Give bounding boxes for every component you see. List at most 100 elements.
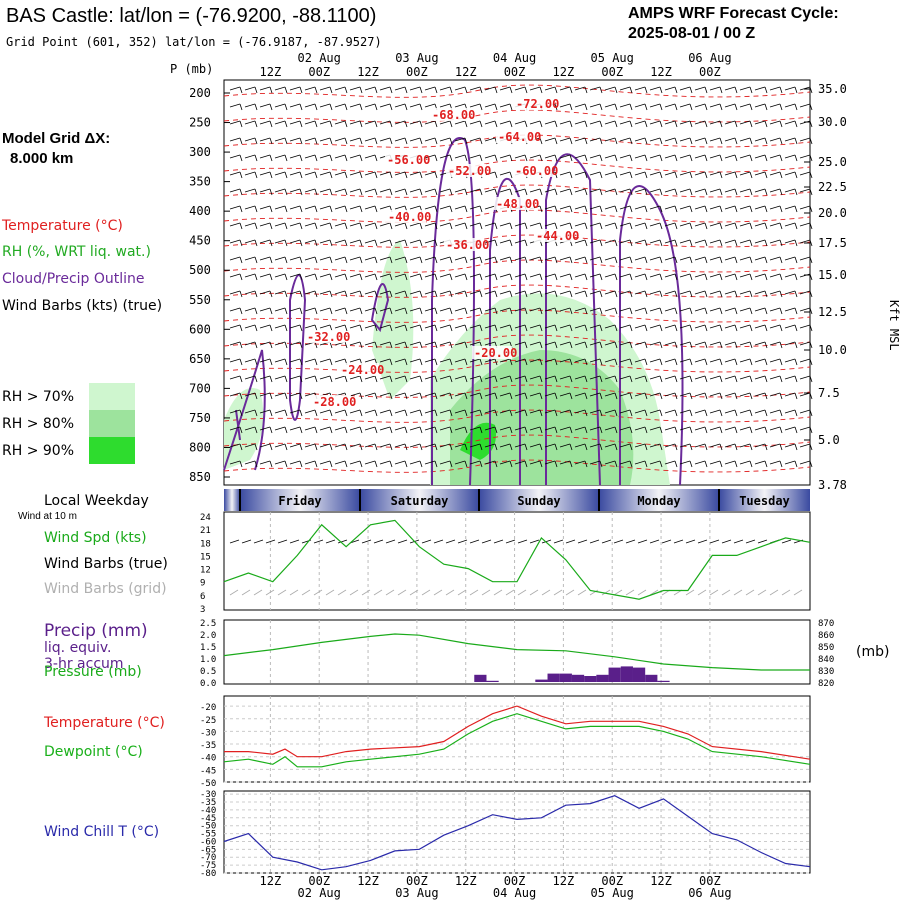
wind-barb (574, 171, 588, 179)
wind-barb-grid (277, 589, 287, 596)
wind-barb (274, 273, 288, 281)
wind-barb (619, 171, 633, 179)
wind-barb (349, 443, 363, 451)
wind-barb (739, 239, 753, 247)
wind-barb (289, 205, 303, 213)
wind-barb (394, 256, 408, 264)
wind-barb (514, 222, 528, 230)
wind-barb (499, 171, 513, 179)
wind-barb (289, 222, 303, 230)
wind-barb-true (529, 539, 540, 544)
wind-barb (574, 460, 588, 468)
wind-barb (454, 358, 468, 366)
wind-barb (739, 171, 753, 179)
wind-barb-true (745, 539, 756, 544)
wind-barb (574, 103, 588, 111)
wind-barb (679, 239, 693, 247)
wind-barb-true (265, 539, 276, 544)
wind-barb (304, 426, 318, 434)
wind-barb (664, 307, 678, 315)
wind-barb (634, 222, 648, 230)
wind-barb (364, 460, 378, 468)
wind-barb (319, 307, 333, 315)
wind-barb (544, 205, 558, 213)
wind-barb (574, 426, 588, 434)
windchill-y-tick: -55 (200, 830, 216, 840)
wind-barb (349, 154, 363, 162)
wind-barb (229, 426, 243, 434)
wind-barb-true (469, 539, 480, 544)
wind-barb (574, 239, 588, 247)
wind-barb (574, 324, 588, 332)
wind-barb (649, 409, 663, 417)
wind-barb (274, 341, 288, 349)
wind-barb (484, 443, 498, 451)
wind-barb (604, 137, 618, 145)
wind-barb (334, 256, 348, 264)
wind-barb (364, 137, 378, 145)
wind-barb (574, 273, 588, 281)
wind-barb (394, 239, 408, 247)
isotherm-label-bg (514, 97, 554, 110)
pressure-y-tick: 820 (818, 679, 834, 689)
height-tick: 15.0 (818, 268, 847, 282)
wind-barb (634, 307, 648, 315)
wind-barb (754, 375, 768, 383)
legend-rh: RH (%, WRT liq. wat.) (2, 244, 151, 260)
wind-barb (664, 188, 678, 196)
wind-barb (259, 103, 273, 111)
wind-barb (694, 103, 708, 111)
wind-barb (469, 392, 483, 400)
wind-barb (439, 256, 453, 264)
pressure-tick: 800 (189, 440, 211, 454)
wind-barb (679, 426, 693, 434)
wind-barb (454, 409, 468, 417)
wind-barb (409, 86, 423, 94)
windchill-y-tick: -50 (200, 822, 216, 832)
wind-barb (409, 239, 423, 247)
wind-barb-grid (325, 589, 335, 596)
wind-barb (499, 443, 513, 451)
wind-barb (319, 188, 333, 196)
wind-barb (649, 188, 663, 196)
wind-barb (724, 222, 738, 230)
wind-barb (724, 443, 738, 451)
wind-barb-true (397, 539, 408, 544)
wind-barb (604, 154, 618, 162)
isotherm-label: -72.00 (516, 97, 559, 111)
wind-barb (739, 290, 753, 298)
wind-barb (709, 256, 723, 264)
windchill-legend: Wind Chill T (°C) (44, 824, 159, 840)
wind-barb (739, 103, 753, 111)
wind-barb (679, 188, 693, 196)
wind-barb-grid (709, 589, 719, 596)
wind-barb (319, 460, 333, 468)
wind-barb (349, 324, 363, 332)
wind-barb (634, 120, 648, 128)
isotherm-label-bg (496, 130, 536, 143)
wind-barb (589, 290, 603, 298)
wind-barb-grid (481, 589, 491, 596)
wind-barb (364, 409, 378, 417)
wind-barb (739, 426, 753, 434)
wind-barb (409, 256, 423, 264)
wind-barb (439, 409, 453, 417)
wind-barb-grid (769, 589, 779, 596)
wind-barb-grid (493, 589, 503, 596)
temp-y-tick: -45 (200, 766, 216, 776)
wind-barb (604, 256, 618, 264)
bottom-hour-label: 00Z (699, 874, 721, 888)
pressure-legend: Pressure (mb) (44, 664, 142, 680)
wind-barb (259, 205, 273, 213)
wind-barb (229, 103, 243, 111)
wind-barb (649, 375, 663, 383)
wind-barb (334, 324, 348, 332)
wind-barb (709, 409, 723, 417)
wind-barb (784, 120, 798, 128)
wind-barb (709, 171, 723, 179)
wind-y-tick: 9 (200, 579, 205, 589)
rh-key-90-label: RH > 90% (2, 443, 74, 459)
wind-barb (229, 341, 243, 349)
wind-barb (634, 273, 648, 281)
precip-legend-line3: 3-hr accum (44, 656, 124, 672)
